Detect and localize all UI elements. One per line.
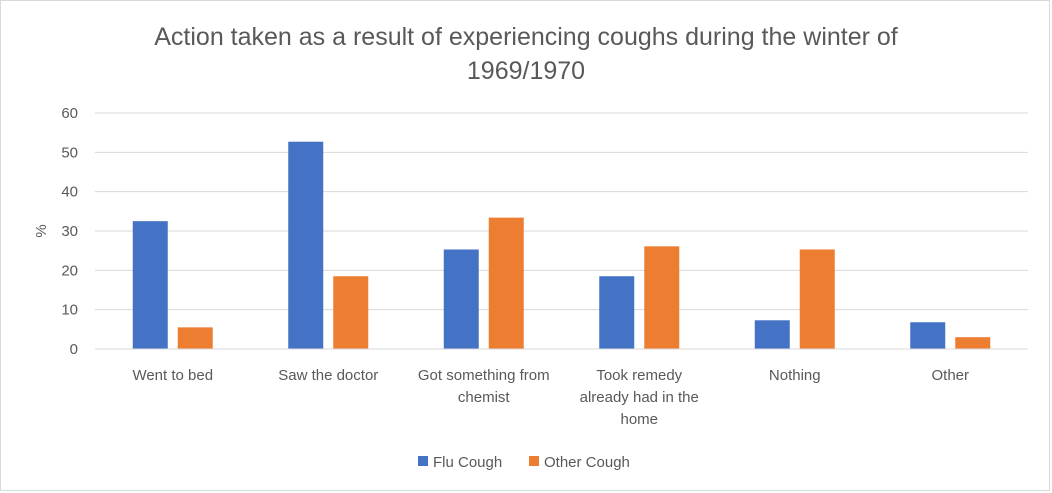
y-tick-label: 50 [61, 144, 78, 161]
bar-other-cough [644, 246, 680, 349]
legend-label: Flu Cough [433, 454, 502, 471]
y-tick-label: 30 [61, 223, 78, 240]
category-label: chemist [458, 389, 511, 406]
bars [132, 141, 991, 349]
category-label: already had in the [580, 389, 699, 406]
chart-title-line-1: Action taken as a result of experiencing… [154, 23, 898, 51]
bar-flu-cough [910, 322, 946, 349]
bar-other-cough [955, 337, 991, 349]
y-tick-label: 60 [61, 105, 78, 122]
legend-swatch [529, 456, 539, 466]
legend: Flu Cough Other Cough [418, 454, 630, 471]
y-tick-label: 40 [61, 184, 78, 201]
chart-title-line-2: 1969/1970 [467, 57, 585, 85]
bar-flu-cough [754, 320, 790, 349]
bar-other-cough [799, 249, 835, 349]
category-label: Got something from [418, 367, 550, 384]
bar-other-cough [333, 276, 369, 349]
bar-other-cough [488, 217, 524, 349]
y-axis-ticks: 0 10 20 30 40 50 60 [61, 105, 78, 358]
legend-label: Other Cough [544, 454, 630, 471]
category-label: Other [931, 367, 969, 384]
category-label: Saw the doctor [278, 367, 378, 384]
bar-flu-cough [443, 249, 479, 349]
y-axis-label: % [33, 224, 50, 237]
category-label: home [620, 411, 658, 428]
bar-flu-cough [599, 276, 635, 349]
bar-other-cough [177, 327, 213, 349]
legend-swatch [418, 456, 428, 466]
category-label: Took remedy [596, 367, 682, 384]
category-label: Went to bed [132, 367, 213, 384]
y-tick-label: 10 [61, 302, 78, 319]
category-labels: Went to bed Saw the doctor Got something f… [132, 367, 969, 428]
bar-flu-cough [132, 221, 168, 349]
chart-title: Action taken as a result of experiencing… [154, 23, 898, 85]
category-label: Nothing [769, 367, 821, 384]
y-tick-label: 0 [70, 341, 78, 358]
gridlines [95, 112, 1028, 311]
y-tick-label: 20 [61, 262, 78, 279]
bar-flu-cough [288, 141, 324, 349]
